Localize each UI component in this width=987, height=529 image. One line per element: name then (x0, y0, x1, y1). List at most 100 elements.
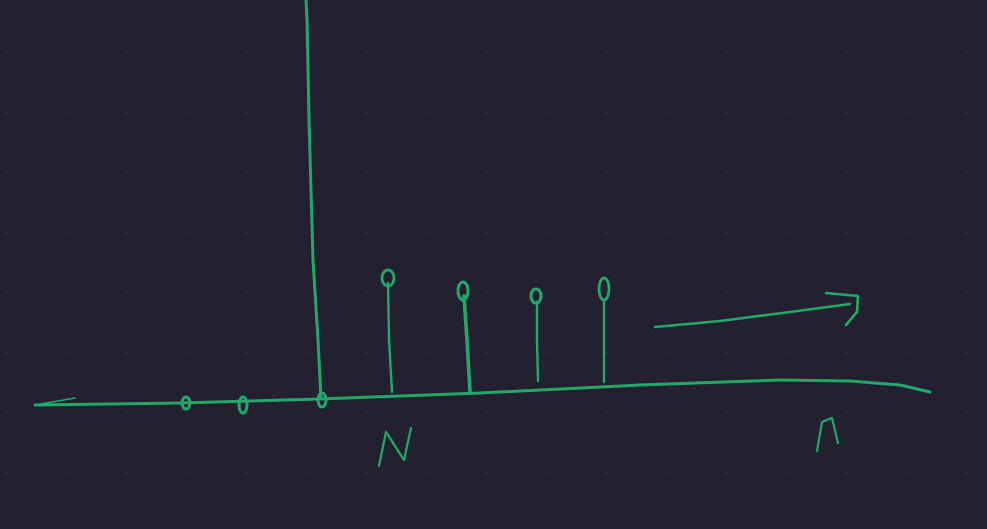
grid-dot (426, 112, 428, 114)
grid-dot (6, 172, 8, 174)
grid-dot (6, 472, 8, 474)
grid-dot (666, 412, 668, 414)
grid-dot (366, 112, 368, 114)
grid-dot (66, 232, 68, 234)
sample-head (597, 276, 611, 302)
grid-dot (846, 412, 848, 414)
grid-dot (426, 172, 428, 174)
grid-dot (306, 352, 308, 354)
grid-dot (606, 472, 608, 474)
grid-dot (726, 172, 728, 174)
grid-dot (906, 292, 908, 294)
grid-dot (726, 232, 728, 234)
grid-dot (126, 472, 128, 474)
grid-dot (486, 232, 488, 234)
grid-dot (966, 172, 968, 174)
grid-dot (666, 472, 668, 474)
sample-head (456, 280, 470, 302)
grid-dot (66, 412, 68, 414)
grid-dot (246, 112, 248, 114)
grid-dot (546, 52, 548, 54)
grid-dot (246, 52, 248, 54)
grid-dot (786, 232, 788, 234)
grid-dot (846, 472, 848, 474)
grid-dot (186, 52, 188, 54)
grid-dot (606, 412, 608, 414)
grid-dot (306, 292, 308, 294)
sample-stem (535, 300, 540, 383)
label-axis-variable-n (815, 416, 840, 453)
sample-dot (316, 391, 328, 409)
grid-dot (366, 412, 368, 414)
grid-dot (366, 52, 368, 54)
grid-dot (246, 172, 248, 174)
grid-dot (966, 412, 968, 414)
grid-dot (366, 472, 368, 474)
sample-dot (237, 395, 249, 415)
grid-dot (786, 292, 788, 294)
grid-dot (546, 292, 548, 294)
label-start-index-N (377, 426, 413, 468)
continuation-arrow (653, 291, 860, 329)
grid-dot (486, 412, 488, 414)
grid-dot (66, 292, 68, 294)
dot-grid (6, 52, 968, 474)
grid-dot (786, 52, 788, 54)
grid-dot (786, 352, 788, 354)
grid-dot (246, 352, 248, 354)
grid-dot (426, 412, 428, 414)
horizontal-axis (33, 378, 932, 407)
axis-left-arrowhead-icon (34, 397, 76, 406)
grid-dot (846, 172, 848, 174)
grid-dot (186, 172, 188, 174)
grid-dot (426, 352, 428, 354)
grid-dot (726, 52, 728, 54)
grid-dot (66, 52, 68, 54)
grid-dot (546, 352, 548, 354)
grid-dot (726, 412, 728, 414)
grid-dot (66, 172, 68, 174)
grid-dot (186, 352, 188, 354)
grid-dot (126, 292, 128, 294)
grid-dot (366, 232, 368, 234)
grid-dot (186, 412, 188, 414)
grid-dot (126, 172, 128, 174)
grid-dot (726, 472, 728, 474)
sample-stem (386, 281, 394, 394)
grid-dot (666, 52, 668, 54)
grid-dot (426, 232, 428, 234)
grid-dot (846, 232, 848, 234)
grid-dot (126, 412, 128, 414)
grid-dot (486, 52, 488, 54)
grid-dot (6, 352, 8, 354)
grid-dot (126, 112, 128, 114)
grid-dot (666, 232, 668, 234)
grid-dot (6, 292, 8, 294)
signal-sketch (33, 0, 932, 468)
grid-dot (186, 112, 188, 114)
sample-head (529, 287, 543, 305)
grid-dot (726, 292, 728, 294)
grid-dot (246, 412, 248, 414)
grid-dot (66, 352, 68, 354)
sample-head (380, 268, 396, 288)
grid-dot (306, 232, 308, 234)
grid-dot (186, 472, 188, 474)
grid-dot (786, 472, 788, 474)
grid-dot (6, 232, 8, 234)
grid-dot (306, 412, 308, 414)
grid-dot (786, 172, 788, 174)
grid-dot (546, 172, 548, 174)
grid-dot (606, 172, 608, 174)
grid-dot (726, 352, 728, 354)
sample-stem (462, 294, 472, 394)
grid-dot (426, 52, 428, 54)
grid-dot (486, 352, 488, 354)
grid-dot (546, 412, 548, 414)
grid-dot (606, 52, 608, 54)
grid-dot (546, 232, 548, 234)
grid-dot (846, 52, 848, 54)
grid-dot (246, 292, 248, 294)
grid-dot (546, 472, 548, 474)
